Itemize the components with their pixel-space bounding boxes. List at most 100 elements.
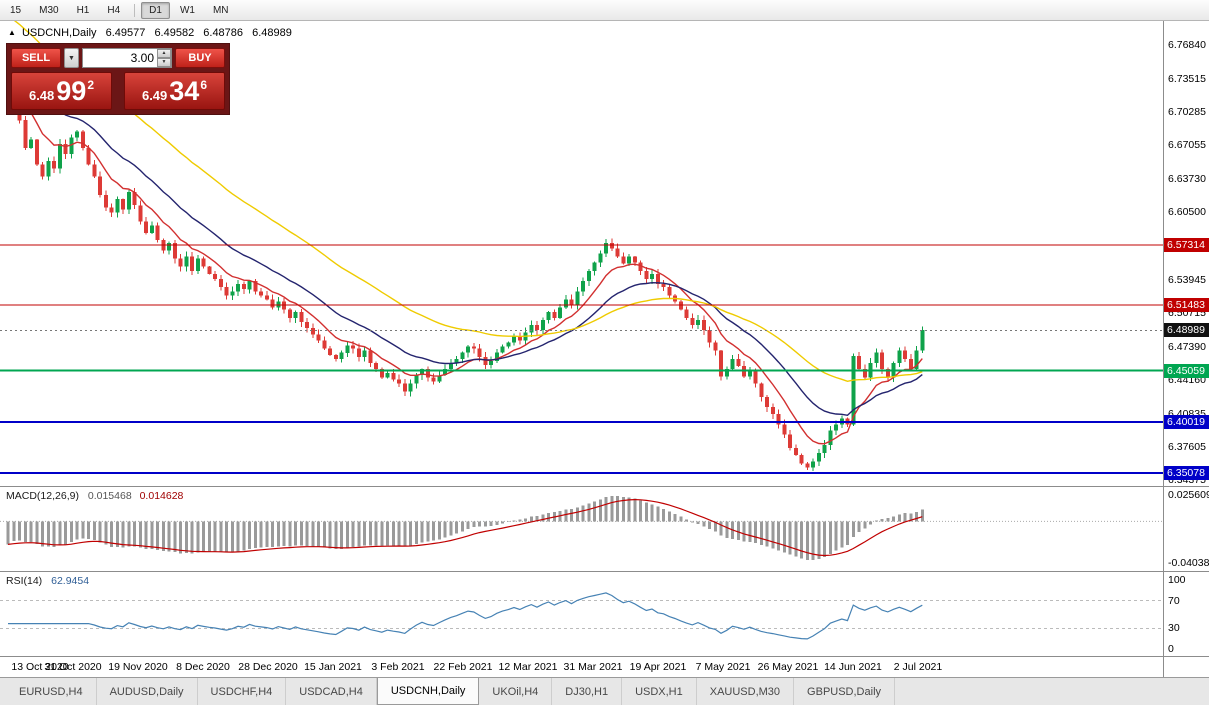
candle [230, 291, 235, 296]
price-axis-tick: 6.37605 [1168, 441, 1206, 453]
volume-input[interactable] [83, 51, 157, 65]
candle [328, 348, 332, 355]
price-level-badge: 6.45059 [1164, 364, 1209, 378]
macd-chart-canvas [0, 496, 1163, 560]
candle [667, 287, 672, 296]
macd-histogram-layer [6, 496, 924, 560]
candle [604, 243, 608, 254]
price-level-badge: 6.40019 [1164, 415, 1209, 429]
price-level-badge: 6.51483 [1164, 298, 1209, 312]
candle [374, 363, 378, 370]
candle [379, 369, 384, 378]
macd-main-value: 0.015468 [87, 490, 132, 502]
rsi-value: 62.9454 [51, 575, 90, 587]
candle [132, 191, 137, 206]
candle [684, 309, 689, 318]
candle [425, 369, 430, 378]
volume-dropdown-button[interactable]: ▼ [64, 48, 79, 68]
chart-tab-eurusd[interactable]: EURUSD,H4 [6, 678, 97, 705]
candle [207, 266, 212, 274]
timeframe-button-m30[interactable]: M30 [31, 2, 66, 19]
candle [644, 270, 649, 279]
rsi-indicator-pane[interactable]: RSI(14) 62.9454 [0, 572, 1163, 656]
volume-stepper: ▲ ▼ [157, 49, 171, 67]
volume-decrease-button[interactable]: ▼ [157, 58, 171, 67]
price-level-badge: 6.48989 [1164, 323, 1209, 337]
chart-tab-usdcad[interactable]: USDCAD,H4 [286, 678, 377, 705]
chart-tab-usdchf[interactable]: USDCHF,H4 [198, 678, 287, 705]
candle [724, 369, 729, 377]
buy-button[interactable]: BUY [175, 48, 225, 68]
candle [655, 273, 660, 285]
chart-tab-xauusd[interactable]: XAUUSD,M30 [697, 678, 795, 705]
chart-tab-gbpusd[interactable]: GBPUSD,Daily [794, 678, 896, 705]
candle [713, 342, 718, 351]
time-axis: 13 Oct 2020 31 Oct 2020 19 Nov 2020 8 Dec 2… [0, 657, 1163, 677]
toolbar-separator [134, 3, 136, 17]
axis-separator [1163, 21, 1164, 677]
candle [857, 355, 861, 370]
time-axis-label: 26 May 2021 [757, 661, 819, 673]
candle [460, 352, 465, 359]
volume-increase-button[interactable]: ▲ [157, 49, 171, 58]
sell-price-pips: 99 [56, 75, 87, 106]
macd-label: MACD(12,26,9) 0.015468 0.014628 [6, 490, 183, 502]
buy-price-button[interactable]: 6.49 34 6 [124, 72, 225, 110]
macd-indicator-pane[interactable]: MACD(12,26,9) 0.015468 0.014628 [0, 487, 1163, 571]
candle [144, 221, 148, 233]
candle [443, 369, 447, 376]
candle [650, 273, 654, 279]
price-axis-tick: 6.60500 [1168, 206, 1206, 218]
candle [834, 424, 838, 431]
chart-tab-usdcnh[interactable]: USDCNH,Daily [376, 678, 480, 705]
sell-price-button[interactable]: 6.48 99 2 [11, 72, 112, 110]
candle [293, 311, 298, 318]
rsi-axis-label: 70 [1168, 595, 1180, 607]
timeframe-button-d1[interactable]: D1 [141, 1, 170, 19]
candle [782, 424, 787, 435]
candle [506, 342, 511, 347]
sell-button[interactable]: SELL [11, 48, 61, 68]
time-axis-label: 7 May 2021 [695, 661, 751, 673]
candle [908, 358, 913, 370]
candles-layer [6, 87, 925, 472]
candle [40, 164, 45, 177]
timeframe-button-mn[interactable]: MN [205, 2, 237, 19]
moving-average-21-line [7, 57, 923, 417]
chart-tab-dj30[interactable]: DJ30,H1 [552, 678, 623, 705]
candle [448, 363, 453, 370]
candle [627, 256, 631, 264]
price-axis[interactable]: 6.76840 6.73515 6.70285 6.67055 6.63730 6.605… [1164, 21, 1209, 677]
timeframe-button-w1[interactable]: W1 [172, 2, 203, 19]
candle [431, 377, 436, 382]
timeframe-button-h1[interactable]: H1 [69, 2, 98, 19]
candle [661, 284, 666, 288]
candle [57, 143, 62, 169]
candle [345, 345, 350, 353]
candle [121, 199, 125, 210]
candle [305, 322, 309, 329]
chart-tabs-bar: EURUSD,H4 AUDUSD,Daily USDCHF,H4 USDCAD,H4 U… [0, 677, 1209, 705]
candle [391, 373, 396, 380]
candle [241, 284, 246, 290]
main-chart-pane[interactable]: ▲ USDCNH,Daily 6.49577 6.49582 6.48786 6… [0, 21, 1163, 486]
ohlc-close-value: 6.48989 [252, 27, 292, 39]
timeframe-button-15[interactable]: 15 [2, 2, 29, 19]
candle [788, 434, 792, 448]
candle [851, 355, 856, 425]
candle [489, 360, 493, 365]
candle [86, 147, 91, 165]
candle [236, 284, 240, 292]
timeframe-button-h4[interactable]: H4 [99, 2, 128, 19]
chart-tab-ukoil[interactable]: UKOil,H4 [479, 678, 553, 705]
candle [736, 358, 741, 367]
macd-axis-label: 0.025609 [1168, 489, 1209, 501]
chart-tab-audusd[interactable]: AUDUSD,Daily [97, 678, 198, 705]
candle [402, 383, 407, 392]
chart-tab-usdx[interactable]: USDX,H1 [622, 678, 697, 705]
candle [529, 325, 534, 333]
time-axis-label: 14 Jun 2021 [824, 661, 882, 673]
candle [385, 373, 390, 378]
price-axis-tick: 6.70285 [1168, 106, 1206, 118]
macd-axis-label: -0.040380 [1168, 557, 1209, 569]
